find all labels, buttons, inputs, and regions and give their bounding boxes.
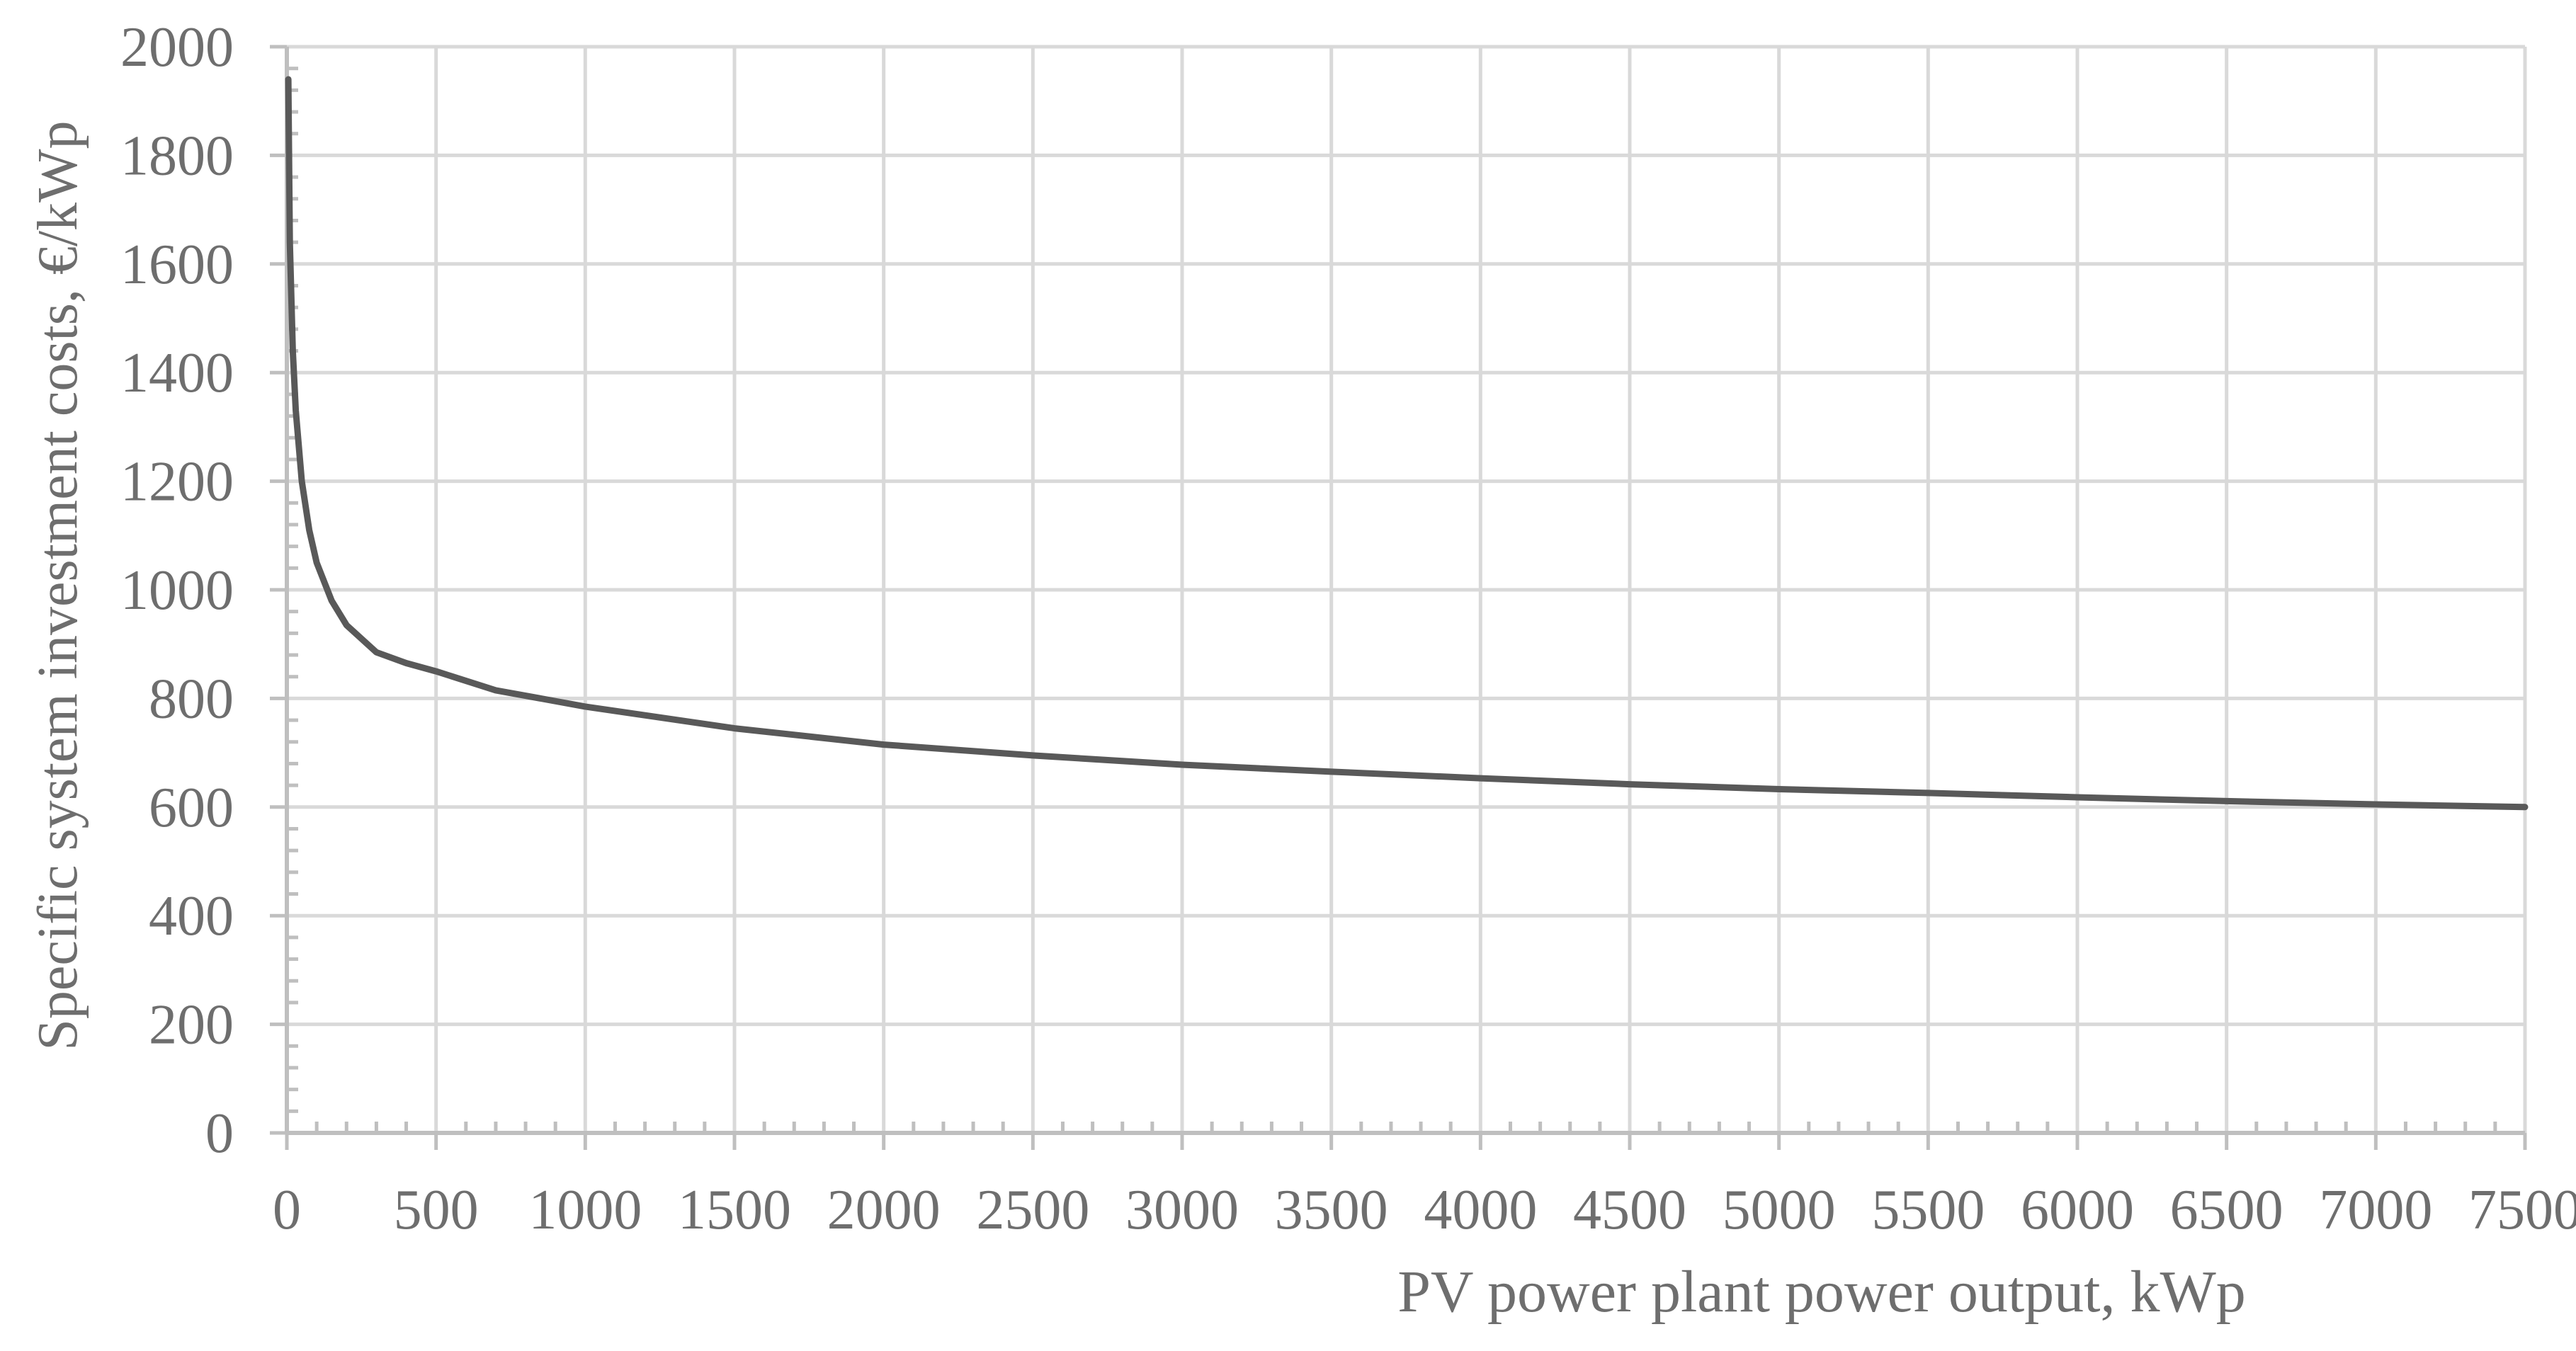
y-tick-label: 1800 bbox=[120, 125, 234, 187]
y-axis-title: Specific system investment costs, €/kWp bbox=[27, 120, 89, 1050]
y-tick-label: 1400 bbox=[120, 342, 234, 404]
x-tick-label: 500 bbox=[394, 1179, 479, 1241]
y-tick-labels: 0 200 400 600 800 1000 1200 1400 1600 1800 2000 bbox=[120, 16, 234, 1165]
x-tick-label: 6000 bbox=[2021, 1179, 2134, 1241]
x-tick-label: 6500 bbox=[2170, 1179, 2283, 1241]
x-tick-label: 5500 bbox=[1871, 1179, 1985, 1241]
y-tick-label: 0 bbox=[205, 1102, 234, 1165]
grid bbox=[287, 45, 2527, 1133]
y-tick-label: 1200 bbox=[120, 451, 234, 513]
x-axis-title: PV power plant power output, kWp bbox=[1397, 1259, 2246, 1325]
x-tick-label: 2000 bbox=[827, 1179, 941, 1241]
x-tick-label: 1500 bbox=[678, 1179, 791, 1241]
minor-ticks bbox=[287, 67, 2497, 1133]
x-tick-label: 3500 bbox=[1275, 1179, 1388, 1241]
x-tick-label: 1000 bbox=[528, 1179, 642, 1241]
y-tick-label: 2000 bbox=[120, 16, 234, 79]
x-tick-label: 7500 bbox=[2468, 1179, 2576, 1241]
x-tick-label: 3000 bbox=[1125, 1179, 1239, 1241]
x-tick-label: 5000 bbox=[1723, 1179, 1836, 1241]
y-tick-label: 400 bbox=[149, 885, 234, 947]
series-layer bbox=[285, 76, 2529, 811]
y-tick-label: 1600 bbox=[120, 234, 234, 296]
x-tick-label: 0 bbox=[273, 1179, 301, 1241]
axes bbox=[270, 45, 2527, 1150]
x-tick-label: 7000 bbox=[2319, 1179, 2432, 1241]
x-tick-label: 4500 bbox=[1573, 1179, 1686, 1241]
y-tick-label: 800 bbox=[149, 668, 234, 730]
series-line bbox=[285, 76, 2529, 811]
y-tick-label: 600 bbox=[149, 777, 234, 839]
x-tick-label: 4000 bbox=[1424, 1179, 1537, 1241]
y-tick-label: 1000 bbox=[120, 559, 234, 622]
x-tick-labels: 0 500 1000 1500 2000 2500 3000 3500 4000 4500 5000… bbox=[273, 1179, 2576, 1241]
x-tick-label: 2500 bbox=[976, 1179, 1089, 1241]
y-tick-label: 200 bbox=[149, 994, 234, 1056]
